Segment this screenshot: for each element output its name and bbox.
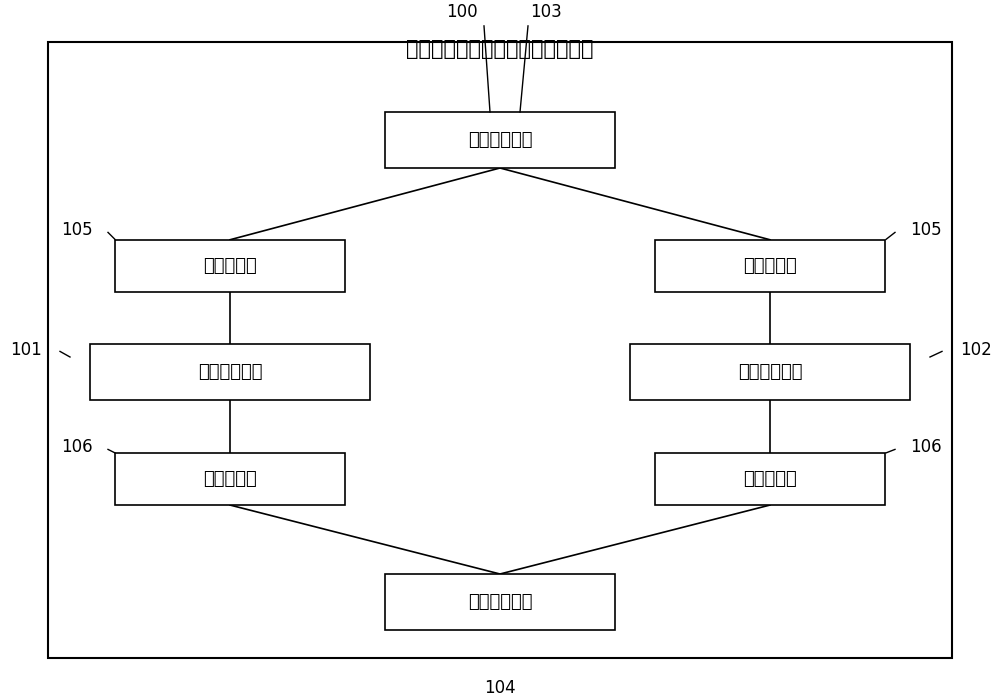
Text: 106: 106 bbox=[910, 438, 942, 456]
Text: 第一耦合器件: 第一耦合器件 bbox=[468, 131, 532, 149]
Text: 第一连接件: 第一连接件 bbox=[743, 257, 797, 275]
Bar bbox=[90, 344, 370, 400]
Text: 100: 100 bbox=[446, 3, 478, 21]
Text: 105: 105 bbox=[910, 220, 942, 239]
Text: 第二连接件: 第二连接件 bbox=[743, 470, 797, 488]
Text: 101: 101 bbox=[10, 341, 42, 359]
Text: 第一量子比特: 第一量子比特 bbox=[198, 363, 262, 382]
Text: 第二连接件: 第二连接件 bbox=[203, 470, 257, 488]
Text: 第二量子比特: 第二量子比特 bbox=[738, 363, 802, 382]
Bar bbox=[115, 239, 345, 293]
Bar bbox=[655, 239, 885, 293]
Bar bbox=[48, 42, 952, 658]
Bar bbox=[385, 574, 615, 630]
Bar bbox=[655, 452, 885, 505]
Text: 106: 106 bbox=[61, 438, 93, 456]
Text: 102: 102 bbox=[960, 341, 992, 359]
Bar bbox=[630, 344, 910, 400]
Text: 104: 104 bbox=[484, 679, 516, 697]
Text: 103: 103 bbox=[530, 3, 562, 21]
Bar bbox=[115, 452, 345, 505]
Text: 105: 105 bbox=[61, 220, 93, 239]
Bar bbox=[385, 112, 615, 168]
Text: 第一连接件: 第一连接件 bbox=[203, 257, 257, 275]
Text: 第二耦合器件: 第二耦合器件 bbox=[468, 593, 532, 611]
Text: 包含多个耦合器件的超导电路架构: 包含多个耦合器件的超导电路架构 bbox=[406, 39, 594, 59]
